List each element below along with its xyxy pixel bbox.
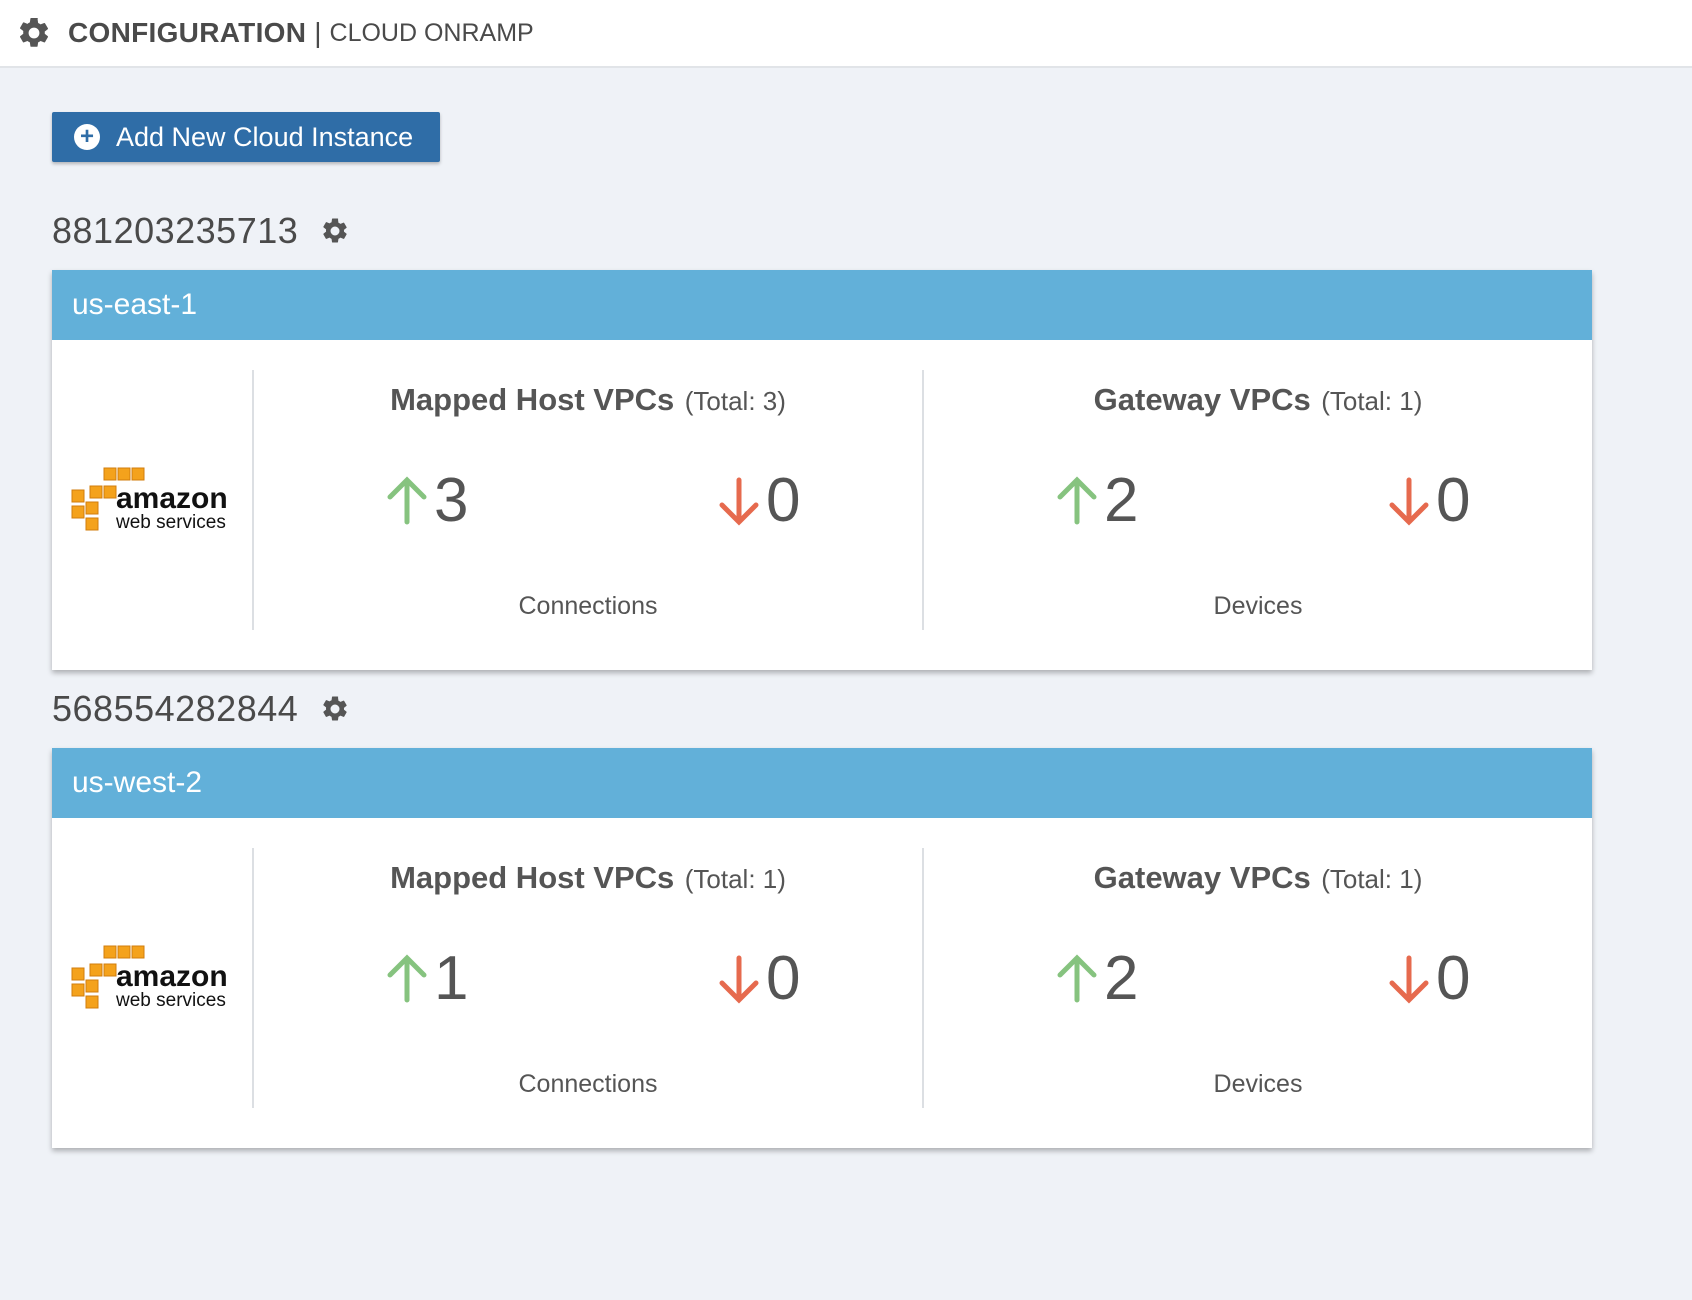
arrow-up-icon xyxy=(1057,476,1097,525)
metric-title: Mapped Host VPCs xyxy=(390,860,675,895)
plus-circle-icon: + xyxy=(74,124,100,150)
region-card[interactable]: us-west-2 amazon web services Mapped Hos… xyxy=(52,748,1592,1148)
down-count-value: 0 xyxy=(766,466,801,535)
mapped-host-vpcs-panel: Mapped Host VPCs (Total: 3) 3 0 Connecti… xyxy=(254,370,922,630)
down-count[interactable]: 0 xyxy=(1386,470,1470,532)
aws-logo: amazon web services xyxy=(71,945,228,1011)
gateway-vpcs-panel: Gateway VPCs (Total: 1) 2 0 Devices xyxy=(924,370,1592,630)
aws-logo-word: amazon xyxy=(116,482,228,515)
aws-logo: amazon web services xyxy=(71,467,228,533)
arrow-down-icon xyxy=(719,477,759,526)
column-divider xyxy=(252,848,254,1108)
arrow-up-icon xyxy=(1057,954,1097,1003)
gear-icon xyxy=(19,17,49,47)
page-title: CONFIGURATION xyxy=(68,17,307,48)
metric-footer: Connections xyxy=(518,592,658,620)
gateway-vpcs-panel: Gateway VPCs (Total: 1) 2 0 Devices xyxy=(924,848,1592,1108)
account-id: 881203235713 xyxy=(52,210,299,251)
metric-title: Gateway VPCs xyxy=(1093,860,1311,895)
region-card[interactable]: us-east-1 amazon web services Mapped Hos… xyxy=(52,270,1592,670)
metric-total: (Total: 3) xyxy=(684,386,786,416)
down-count[interactable]: 0 xyxy=(716,948,800,1010)
mapped-host-vpcs-panel: Mapped Host VPCs (Total: 1) 1 0 Connecti… xyxy=(254,848,922,1108)
aws-logo-subword: web services xyxy=(115,512,226,533)
metric-title: Mapped Host VPCs xyxy=(390,382,675,417)
page-subtitle: CLOUD ONRAMP xyxy=(329,18,534,47)
aws-logo-word: amazon xyxy=(116,960,228,993)
arrow-up-icon xyxy=(387,476,427,525)
region-name: us-east-1 xyxy=(52,270,1592,340)
account-header: 881203235713 xyxy=(52,210,350,252)
column-divider xyxy=(922,370,924,630)
account-settings-gear-icon[interactable] xyxy=(320,694,350,724)
page-header: CONFIGURATION | CLOUD ONRAMP xyxy=(0,0,1692,68)
down-count-value: 0 xyxy=(766,944,801,1013)
metric-total: (Total: 1) xyxy=(684,864,786,894)
up-count-value: 1 xyxy=(434,944,469,1013)
metric-total: (Total: 1) xyxy=(1321,386,1423,416)
up-count[interactable]: 2 xyxy=(1054,470,1138,532)
account-settings-gear-icon[interactable] xyxy=(320,216,350,246)
metric-total: (Total: 1) xyxy=(1321,864,1423,894)
account-header: 568554282844 xyxy=(52,688,350,730)
down-count[interactable]: 0 xyxy=(1386,948,1470,1010)
aws-logo-subword: web services xyxy=(115,990,226,1011)
up-count-value: 3 xyxy=(434,466,469,535)
metric-title: Gateway VPCs xyxy=(1093,382,1311,417)
down-count-value: 0 xyxy=(1436,944,1471,1013)
up-count[interactable]: 3 xyxy=(384,470,468,532)
column-divider xyxy=(922,848,924,1108)
up-count-value: 2 xyxy=(1104,944,1139,1013)
arrow-down-icon xyxy=(1389,955,1429,1004)
arrow-down-icon xyxy=(1389,477,1429,526)
title-separator: | xyxy=(314,17,322,48)
up-count[interactable]: 2 xyxy=(1054,948,1138,1010)
up-count[interactable]: 1 xyxy=(384,948,468,1010)
up-count-value: 2 xyxy=(1104,466,1139,535)
metric-footer: Devices xyxy=(1213,1070,1303,1098)
arrow-up-icon xyxy=(387,954,427,1003)
account-id: 568554282844 xyxy=(52,688,299,729)
add-cloud-instance-label: Add New Cloud Instance xyxy=(116,121,414,152)
arrow-down-icon xyxy=(719,955,759,1004)
metric-footer: Connections xyxy=(518,1070,658,1098)
down-count[interactable]: 0 xyxy=(716,470,800,532)
add-cloud-instance-button[interactable]: + Add New Cloud Instance xyxy=(52,112,440,162)
region-name: us-west-2 xyxy=(52,748,1592,818)
down-count-value: 0 xyxy=(1436,466,1471,535)
column-divider xyxy=(252,370,254,630)
metric-footer: Devices xyxy=(1213,592,1303,620)
